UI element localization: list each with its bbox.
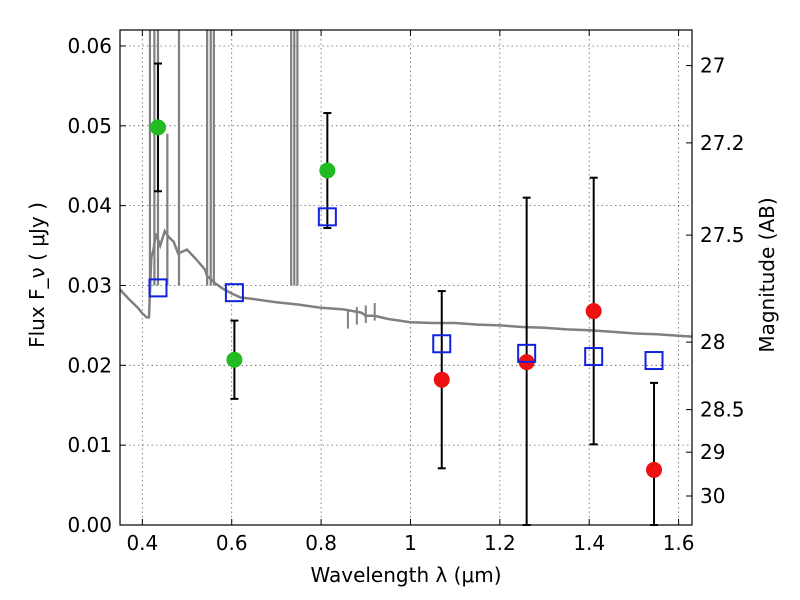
grid (120, 30, 692, 526)
data-points (148, 62, 664, 526)
model-point (224, 283, 244, 303)
x-tick-label: 1.4 (573, 531, 605, 555)
y-tick-label: 0.05 (67, 114, 112, 138)
y-tick-label: 0.03 (67, 273, 112, 297)
model-point (317, 207, 337, 227)
data-point (433, 371, 450, 388)
x-tick-label: 0.6 (216, 531, 248, 555)
model-spectrum (119, 30, 693, 338)
axis-ticks: 0.4 0.6 0.8 1 1.2 1.4 1.6 0.00 0.01 0.02 0.03 0.04 0… (67, 30, 745, 555)
data-point (149, 119, 166, 136)
x-axis-label: Wavelength λ (μm) (310, 563, 501, 587)
right-tick-label: 27 (700, 54, 725, 78)
right-tick-label: 29 (700, 440, 725, 464)
model-point (584, 347, 604, 367)
y-tick-label: 0.04 (67, 194, 112, 218)
y-tick-label: 0.06 (67, 34, 112, 58)
plot-frame (119, 29, 693, 526)
right-axis-label: Magnitude (AB) (755, 197, 779, 352)
data-point (319, 162, 336, 179)
x-tick-label: 0.8 (305, 531, 337, 555)
y-tick-label: 0.00 (67, 513, 112, 537)
right-tick-label: 27.5 (700, 223, 745, 247)
right-tick-label: 28 (700, 330, 725, 354)
model-point (644, 351, 664, 371)
x-tick-label: 1.6 (663, 531, 695, 555)
x-tick-label: 0.4 (126, 531, 158, 555)
data-point (646, 461, 663, 478)
model-point (148, 278, 168, 298)
model-point (432, 334, 452, 354)
right-tick-label: 27.2 (700, 131, 745, 155)
model-point (517, 343, 537, 363)
right-tick-label: 30 (700, 484, 725, 508)
y-tick-label: 0.01 (67, 433, 112, 457)
spectrum-continuum (119, 228, 693, 338)
x-tick-label: 1 (404, 531, 417, 555)
y-tick-label: 0.02 (67, 353, 112, 377)
data-point (585, 303, 602, 320)
right-tick-label: 28.5 (700, 398, 745, 422)
y-axis-label: Flux F_ν ( μJy ) (25, 202, 49, 348)
x-tick-label: 1.2 (484, 531, 516, 555)
data-point (226, 351, 243, 368)
